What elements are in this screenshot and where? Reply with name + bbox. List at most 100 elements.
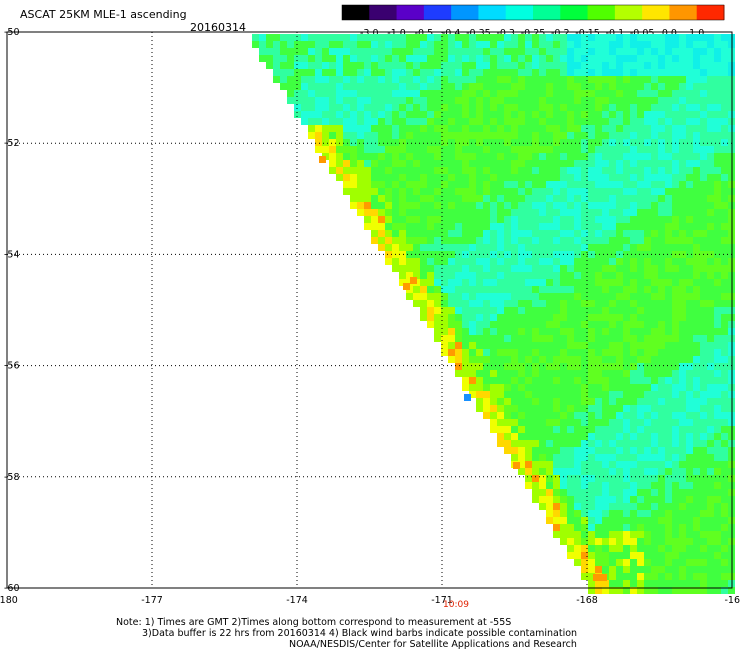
data-cell [679, 580, 686, 587]
data-cell [658, 440, 665, 447]
data-cell [679, 566, 686, 573]
data-cell [686, 398, 693, 405]
data-cell [616, 76, 623, 83]
data-cell [630, 510, 637, 517]
data-cell [399, 97, 406, 104]
data-cell [588, 223, 595, 230]
data-cell [679, 503, 686, 510]
data-cell [609, 342, 616, 349]
data-cell [686, 391, 693, 398]
data-cell [371, 216, 378, 223]
data-cell [602, 55, 609, 62]
data-cell [490, 258, 497, 265]
data-cell [679, 125, 686, 132]
data-cell [511, 314, 518, 321]
data-cell [644, 349, 651, 356]
data-cell [504, 125, 511, 132]
data-cell [364, 69, 371, 76]
data-cell [616, 104, 623, 111]
data-cell [714, 286, 721, 293]
data-cell [714, 265, 721, 272]
data-cell [602, 174, 609, 181]
data-cell [581, 510, 588, 517]
data-cell [343, 55, 350, 62]
data-cell [378, 244, 385, 251]
data-cell [686, 118, 693, 125]
data-cell [462, 335, 469, 342]
data-cell [287, 83, 294, 90]
data-cell [665, 545, 672, 552]
data-cell [273, 41, 280, 48]
data-cell [539, 132, 546, 139]
data-cell [623, 419, 630, 426]
data-cell [329, 125, 336, 132]
data-cell [546, 272, 553, 279]
data-cell [504, 202, 511, 209]
data-cell [448, 41, 455, 48]
data-cell [539, 496, 546, 503]
data-cell [700, 349, 707, 356]
data-cell [686, 545, 693, 552]
data-cell [574, 167, 581, 174]
data-cell [406, 279, 413, 286]
data-cell [483, 251, 490, 258]
data-cell [448, 167, 455, 174]
data-cell [672, 153, 679, 160]
data-cell [469, 377, 476, 384]
colorbar-tick-label: -3.0 [360, 28, 379, 39]
data-cell [357, 153, 364, 160]
data-cell [343, 153, 350, 160]
data-cell [504, 426, 511, 433]
data-cell [581, 41, 588, 48]
data-cell [574, 202, 581, 209]
data-cell [658, 559, 665, 566]
data-cell [567, 286, 574, 293]
data-cell [658, 167, 665, 174]
data-cell [546, 398, 553, 405]
data-cell [693, 370, 700, 377]
data-cell [672, 370, 679, 377]
data-cell [441, 321, 448, 328]
data-cell [595, 160, 602, 167]
data-cell [714, 552, 721, 559]
data-cell [721, 356, 728, 363]
data-cell [511, 454, 518, 461]
data-cell [651, 83, 658, 90]
data-cell [672, 552, 679, 559]
data-cell [315, 48, 322, 55]
data-cell [476, 307, 483, 314]
data-cell [693, 482, 700, 489]
data-cell [665, 104, 672, 111]
data-cell [525, 398, 532, 405]
data-cell [462, 230, 469, 237]
data-cell [679, 41, 686, 48]
data-cell [644, 293, 651, 300]
data-cell [658, 496, 665, 503]
data-cell [574, 426, 581, 433]
data-cell [560, 433, 567, 440]
data-cell [658, 286, 665, 293]
data-cell [686, 433, 693, 440]
data-cell [637, 230, 644, 237]
data-cell [539, 209, 546, 216]
colorbar-tick-label: -0.15 [575, 28, 600, 39]
data-cell [665, 384, 672, 391]
data-cell [602, 391, 609, 398]
data-cell [399, 153, 406, 160]
data-cell [644, 454, 651, 461]
data-cell [462, 153, 469, 160]
data-cell [469, 342, 476, 349]
data-cell [623, 97, 630, 104]
data-cell [476, 398, 483, 405]
data-cell [609, 524, 616, 531]
data-cell [343, 181, 350, 188]
data-cell [644, 433, 651, 440]
data-cell [511, 286, 518, 293]
data-cell [525, 111, 532, 118]
data-cell [651, 489, 658, 496]
data-cell [623, 475, 630, 482]
data-cell [567, 195, 574, 202]
data-cell [476, 314, 483, 321]
data-cell [427, 251, 434, 258]
data-cell [539, 195, 546, 202]
